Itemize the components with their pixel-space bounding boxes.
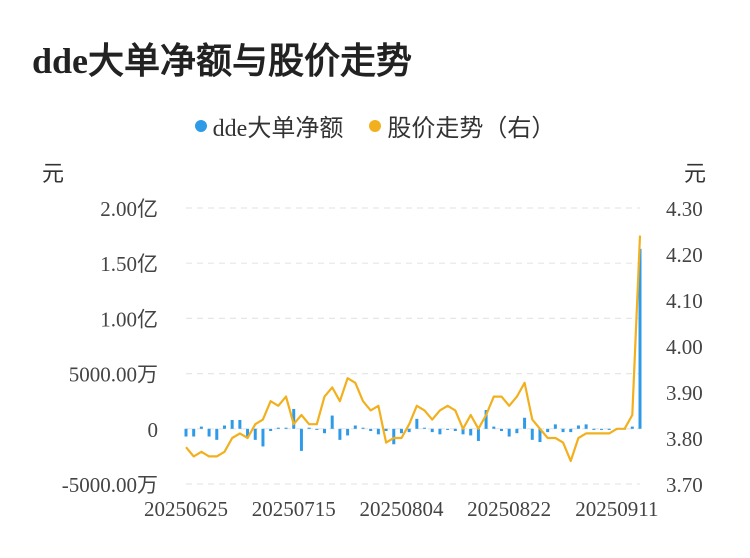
dde-bar	[423, 427, 427, 429]
left-tick-label: 1.00亿	[100, 307, 158, 331]
dde-bar	[246, 428, 250, 438]
right-tick-label: 4.20	[666, 243, 703, 267]
dde-bar	[292, 408, 296, 429]
dde-bar	[269, 428, 273, 432]
dde-bar	[523, 417, 527, 429]
dde-bar	[253, 428, 257, 440]
dde-bar	[592, 428, 596, 430]
dde-bar	[515, 428, 519, 434]
x-tick-label: 20250911	[575, 497, 658, 521]
dde-bars	[184, 248, 642, 451]
dde-bar	[330, 415, 334, 429]
dde-bar	[207, 428, 211, 437]
dde-bar	[530, 428, 534, 440]
legend-dot-price	[369, 119, 382, 132]
dde-bar	[576, 425, 580, 429]
price-line	[185, 235, 642, 463]
dde-bar	[638, 248, 642, 429]
dde-bar	[446, 428, 450, 430]
right-tick-label: 3.90	[666, 381, 703, 405]
dde-bar	[353, 425, 357, 429]
x-tick-label: 20250804	[359, 497, 444, 521]
left-tick-label: 1.50亿	[100, 252, 158, 276]
dde-bar	[276, 427, 280, 429]
x-tick-label: 20250822	[467, 497, 551, 521]
dde-bar	[407, 428, 411, 433]
dde-bar	[415, 418, 419, 429]
dde-bar	[546, 428, 550, 433]
left-axis-unit: 元	[42, 161, 65, 186]
dde-bar	[553, 424, 557, 429]
dde-bar	[184, 428, 188, 437]
dde-bar	[199, 426, 203, 429]
dde-bar	[315, 428, 319, 430]
dde-bar	[284, 427, 288, 429]
dde-bar	[453, 428, 457, 432]
dde-bar	[307, 427, 311, 429]
dde-bar	[323, 428, 327, 434]
dde-bar	[230, 419, 234, 429]
dde-bar	[607, 428, 611, 430]
right-axis-labels: 3.70 3.80 3.90 4.00 4.10 4.20 4.30	[666, 197, 703, 497]
legend-item-dde[interactable]: dde大单净额	[194, 108, 344, 143]
right-tick-label: 4.00	[666, 335, 703, 359]
dde-bar	[438, 428, 442, 435]
dde-bar	[399, 428, 403, 434]
x-tick-label: 20250715	[252, 497, 336, 521]
right-tick-label: 3.80	[666, 427, 703, 451]
x-axis-labels: 20250625 20250715 20250804 20250822 20250911	[144, 497, 659, 521]
dde-bar	[538, 428, 542, 443]
right-tick-label: 4.10	[666, 289, 703, 313]
dde-bar	[192, 428, 196, 437]
dde-bar	[569, 428, 573, 433]
x-tick-label: 20250625	[144, 497, 228, 521]
dde-bar	[484, 410, 488, 429]
dde-bar	[561, 428, 565, 433]
dde-bar	[238, 419, 242, 429]
dde-bar	[476, 428, 480, 441]
price-line-group	[185, 235, 642, 463]
dde-bar	[630, 426, 634, 429]
dde-bar	[600, 428, 604, 430]
legend-item-price[interactable]: 股价走势（右）	[369, 108, 555, 143]
dde-bar	[392, 428, 396, 445]
dde-bar	[261, 428, 265, 447]
dde-bar	[461, 428, 465, 435]
dde-bar	[584, 424, 588, 429]
left-tick-label: 0	[148, 418, 159, 442]
legend: dde大单净额 股价走势（右）	[0, 108, 750, 143]
dde-bar	[215, 428, 219, 440]
right-tick-label: 4.30	[666, 197, 703, 221]
chart-title: dde大单净额与股价走势	[32, 41, 413, 81]
legend-label-price: 股价走势（右）	[387, 116, 556, 142]
dde-bar	[430, 428, 434, 433]
dde-bar	[384, 428, 388, 432]
right-tick-label: 3.70	[666, 473, 703, 497]
left-axis-labels: -5000.00万 0 5000.00万 1.00亿 1.50亿 2.00亿	[62, 197, 158, 497]
dde-bar	[499, 428, 503, 432]
legend-label-dde: dde大单净额	[212, 116, 344, 142]
dde-bar	[299, 428, 303, 451]
left-tick-label: 2.00亿	[100, 197, 158, 221]
dde-bar	[469, 428, 473, 436]
left-tick-label: -5000.00万	[62, 473, 158, 497]
dde-bar	[376, 428, 380, 435]
dde-bar	[492, 426, 496, 429]
dde-bar	[222, 425, 226, 429]
legend-dot-dde	[194, 119, 207, 132]
dde-bar	[361, 427, 365, 429]
dde-bar	[346, 428, 350, 436]
dde-bar	[369, 428, 373, 432]
dde-bar	[338, 428, 342, 440]
left-tick-label: 5000.00万	[69, 363, 158, 387]
gridlines	[186, 207, 640, 485]
dde-bar	[507, 428, 511, 437]
right-axis-unit: 元	[684, 161, 707, 186]
